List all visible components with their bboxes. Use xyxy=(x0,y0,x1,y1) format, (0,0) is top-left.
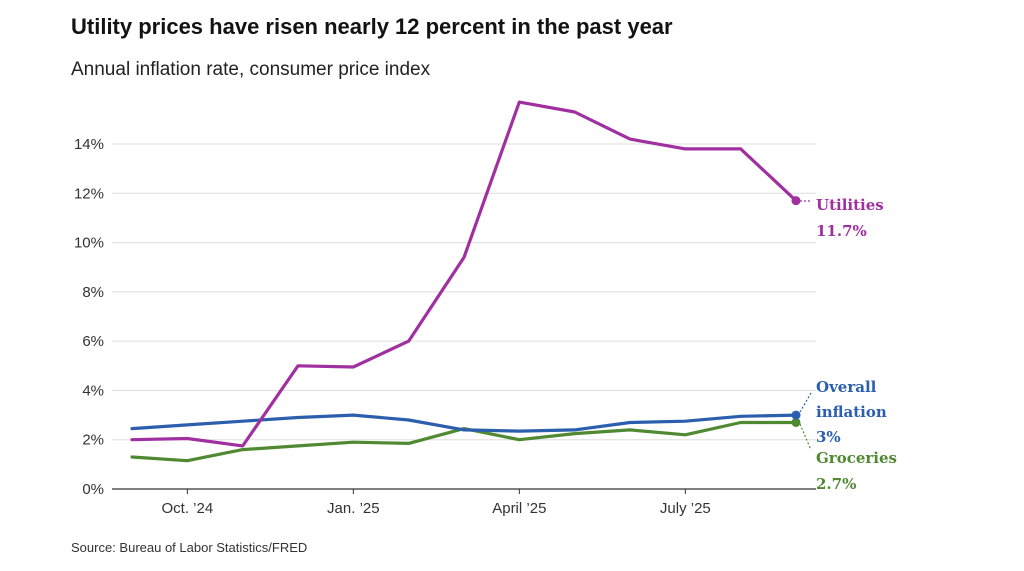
source-note: Source: Bureau of Labor Statistics/FRED xyxy=(71,540,308,555)
y-tick-label: 10% xyxy=(74,235,104,252)
label-leader-groceries xyxy=(799,423,812,451)
series-label-groceries: 2.7% xyxy=(816,475,856,493)
series-line-groceries xyxy=(130,420,798,463)
y-tick-label: 8% xyxy=(82,284,104,301)
y-tick-label: 2% xyxy=(82,432,104,449)
series-label-utilities: 11.7% xyxy=(816,222,867,240)
chart-title: Utility prices have risen nearly 12 perc… xyxy=(71,14,673,39)
series-end-dot-groceries xyxy=(791,417,801,427)
series-lines xyxy=(130,100,801,463)
grid-lines xyxy=(112,143,816,490)
y-tick-label: 12% xyxy=(74,185,104,202)
series-label-utilities: Utilities xyxy=(816,196,884,214)
series-line-overall xyxy=(130,413,798,433)
series-line-utilities xyxy=(130,100,798,448)
x-tick-label: April ’25 xyxy=(492,500,546,517)
y-tick-label: 0% xyxy=(82,481,104,498)
y-axis-tick-labels: 0% 2% 4% 6% 8% 10% 12% 14% xyxy=(74,136,104,498)
x-axis-tick-labels: Oct. ’24 Jan. ’25 April ’25 July ’25 xyxy=(161,489,711,517)
series-label-groceries: Groceries xyxy=(816,449,897,467)
x-tick-label: Oct. ’24 xyxy=(161,500,213,517)
series-end-labels: Utilities 11.7% Overall inflation 3% Grocerie… xyxy=(799,196,897,493)
y-tick-label: 6% xyxy=(82,333,104,350)
chart-subtitle: Annual inflation rate, consumer price in… xyxy=(71,59,431,80)
x-tick-label: July ’25 xyxy=(660,500,711,517)
y-tick-label: 4% xyxy=(82,382,104,399)
series-label-overall: 3% xyxy=(816,428,841,446)
series-label-overall: Overall xyxy=(816,378,877,396)
y-tick-label: 14% xyxy=(74,136,104,153)
label-leader-overall xyxy=(799,392,812,413)
series-end-dot-utilities xyxy=(791,196,801,206)
x-tick-label: Jan. ’25 xyxy=(327,500,380,517)
series-end-dot-overall xyxy=(791,410,801,420)
series-label-overall: inflation xyxy=(816,403,887,421)
